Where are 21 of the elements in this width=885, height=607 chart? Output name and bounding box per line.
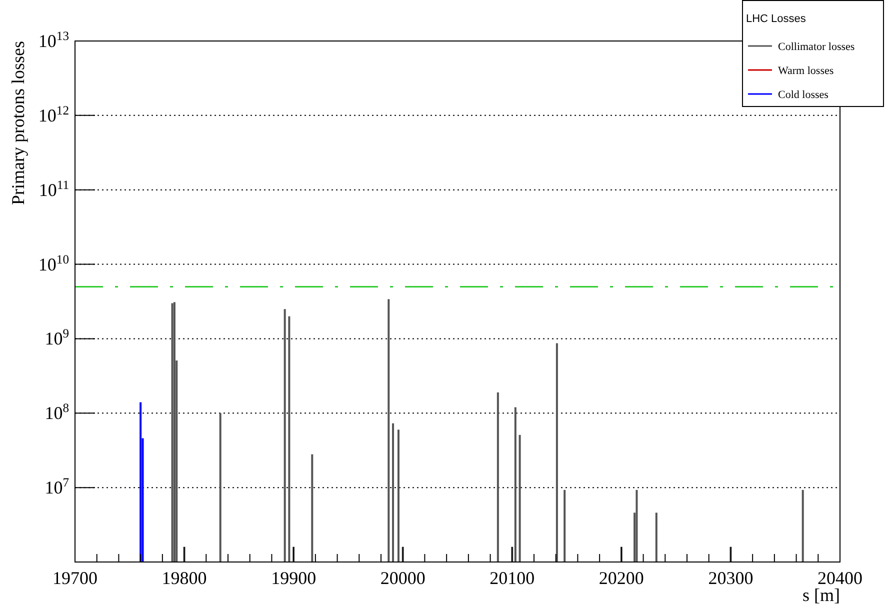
legend-label: Cold losses [778, 89, 828, 101]
x-tick-label: 19800 [162, 568, 207, 588]
x-tick-label: 19900 [271, 568, 316, 588]
legend-title: LHC Losses [746, 13, 806, 25]
x-tick-label: 20000 [380, 568, 426, 588]
y-tick-label: 10$^{7}$ [44, 476, 69, 498]
y-tick-label: 10$^{11}$ [38, 178, 69, 200]
y-tick-label: 10$^{12}$ [38, 103, 69, 126]
legend-label: Warm losses [778, 65, 834, 77]
x-axis-title: s [m] [802, 585, 840, 605]
x-tick-label: 20300 [708, 568, 754, 588]
x-tick-label: 20400 [818, 568, 862, 588]
y-tick-label: 10$^{10}$ [38, 252, 69, 274]
x-tick-label: 20100 [490, 568, 535, 588]
legend-label: Collimator losses [778, 41, 855, 53]
x-tick-label: 19700 [52, 568, 98, 588]
x-tick-label: 20200 [598, 568, 644, 588]
y-axis-title: Primary protons losses [8, 41, 28, 205]
y-tick-label: 10$^{8}$ [44, 401, 69, 424]
y-tick-label: 10$^{13}$ [38, 29, 69, 51]
y-tick-label: 10$^{9}$ [44, 326, 69, 349]
